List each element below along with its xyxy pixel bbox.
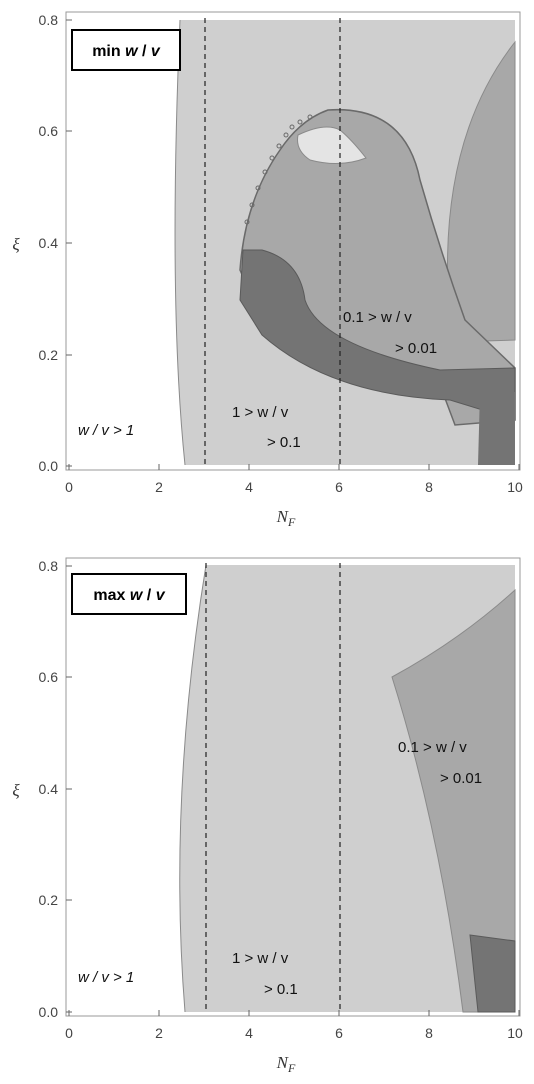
panel-max: 0.0 0.2 0.4 0.6 0.8 0 2 4 6 8 10 ξ NF ma… xyxy=(12,557,523,1075)
label-wv-gt1: w / v > 1 xyxy=(78,969,134,986)
xtick-label: 6 xyxy=(335,1025,343,1041)
xtick-label: 0 xyxy=(65,479,73,495)
title-main: min xyxy=(92,43,120,60)
panel-title-box xyxy=(71,573,187,615)
x-axis-label: NF xyxy=(276,1053,296,1075)
loop-edge-markers xyxy=(244,114,313,225)
title-w: w xyxy=(125,43,139,60)
ytick-label: 0.6 xyxy=(39,123,59,139)
label-1gt: 1 > w / v xyxy=(232,404,289,421)
edge-marker xyxy=(276,143,282,149)
xtick-label: 2 xyxy=(155,479,163,495)
xtick-label: 10 xyxy=(507,1025,523,1041)
ytick-label: 0.8 xyxy=(39,558,59,574)
edge-marker xyxy=(244,219,250,225)
label-gt001: > 0.01 xyxy=(440,770,482,787)
x-axis-label-main: N xyxy=(276,1053,290,1072)
x-axis-label: NF xyxy=(276,507,296,529)
label-01gt: 0.1 > w / v xyxy=(398,739,467,756)
x-ticks xyxy=(68,464,520,470)
region-dark-corner xyxy=(469,934,516,1013)
region-inner-gap xyxy=(297,126,367,164)
y-axis-label: ξ xyxy=(12,781,20,800)
title-sep: / xyxy=(138,43,151,60)
x-axis-label-sub: F xyxy=(287,1061,296,1075)
plot-frame xyxy=(65,11,521,471)
panel-min: 0.0 0.2 0.4 0.6 0.8 0 2 4 6 8 10 ξ NF mi… xyxy=(12,11,523,529)
region-boundary-gt1 xyxy=(174,19,186,466)
plot-frame xyxy=(65,557,521,1017)
xtick-label: 2 xyxy=(155,1025,163,1041)
title-w: w xyxy=(130,587,144,604)
ytick-label: 0.0 xyxy=(39,458,59,474)
xtick-label: 4 xyxy=(245,479,253,495)
label-wv-gt1: w / v > 1 xyxy=(78,422,134,439)
region-upper-right xyxy=(391,588,516,1013)
edge-marker xyxy=(269,155,275,161)
ytick-label: 0.0 xyxy=(39,1004,59,1020)
region-dark-corner xyxy=(478,392,515,465)
region-boundary-gt1 xyxy=(179,564,207,1013)
xtick-label: 4 xyxy=(245,1025,253,1041)
ytick-label: 0.2 xyxy=(39,347,59,363)
label-gt01: > 0.1 xyxy=(264,981,298,998)
y-ticks xyxy=(66,19,72,467)
edge-marker xyxy=(307,114,313,120)
title-sep: / xyxy=(142,587,155,604)
edge-marker xyxy=(297,119,303,125)
xtick-label: 8 xyxy=(425,479,433,495)
edge-marker xyxy=(262,169,268,175)
panel-title: min w / v xyxy=(92,43,161,60)
region-dark-band xyxy=(239,249,516,421)
x-ticks xyxy=(68,1010,520,1016)
edge-marker xyxy=(289,124,295,130)
title-v: v xyxy=(156,587,166,604)
x-axis-label-main: N xyxy=(276,507,290,526)
label-gt001: > 0.01 xyxy=(395,340,437,357)
xtick-label: 0 xyxy=(65,1025,73,1041)
xtick-label: 10 xyxy=(507,479,523,495)
ytick-label: 0.4 xyxy=(39,781,59,797)
xtick-label: 8 xyxy=(425,1025,433,1041)
label-01gt: 0.1 > w / v xyxy=(343,309,412,326)
edge-marker xyxy=(283,132,289,138)
panel-title: max w / v xyxy=(93,587,165,604)
edge-marker xyxy=(255,185,261,191)
y-axis-label: ξ xyxy=(12,235,20,254)
title-main: max xyxy=(93,587,125,604)
ytick-label: 0.2 xyxy=(39,892,59,908)
panel-title-box xyxy=(71,29,181,71)
label-1gt: 1 > w / v xyxy=(232,950,289,967)
edge-marker xyxy=(249,202,255,208)
ytick-label: 0.6 xyxy=(39,669,59,685)
label-gt01: > 0.1 xyxy=(267,434,301,451)
xtick-label: 6 xyxy=(335,479,343,495)
x-axis-label-sub: F xyxy=(287,515,296,529)
ytick-label: 0.8 xyxy=(39,12,59,28)
ytick-label: 0.4 xyxy=(39,235,59,251)
title-v: v xyxy=(151,43,161,60)
y-ticks xyxy=(66,565,72,1013)
